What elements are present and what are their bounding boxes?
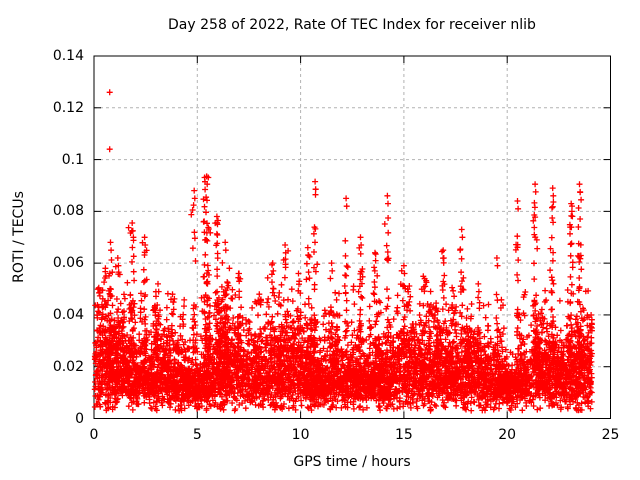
y-tick-label: 0.1 — [61, 151, 84, 168]
y-tick-label: 0.14 — [52, 48, 84, 64]
x-tick-label: 0 — [89, 427, 99, 443]
y-tick-label: 0.06 — [52, 255, 84, 272]
y-tick-label: 0.12 — [52, 99, 84, 116]
scatter-points — [91, 89, 595, 414]
chart-title: Day 258 of 2022, Rate Of TEC Index for r… — [168, 17, 536, 33]
x-tick-label: 10 — [291, 427, 310, 443]
y-tick-label: 0.08 — [52, 203, 84, 220]
y-tick-label: 0 — [75, 410, 84, 427]
x-tick-label: 5 — [192, 427, 202, 443]
x-axis-title: GPS time / hours — [293, 454, 411, 470]
y-tick-label: 0.02 — [52, 358, 84, 375]
x-tick-label: 15 — [394, 427, 413, 443]
x-tick-label: 20 — [498, 427, 517, 443]
x-tick-label: 25 — [601, 427, 620, 443]
plot-border — [93, 55, 611, 419]
y-tick-label: 0.04 — [52, 306, 84, 323]
